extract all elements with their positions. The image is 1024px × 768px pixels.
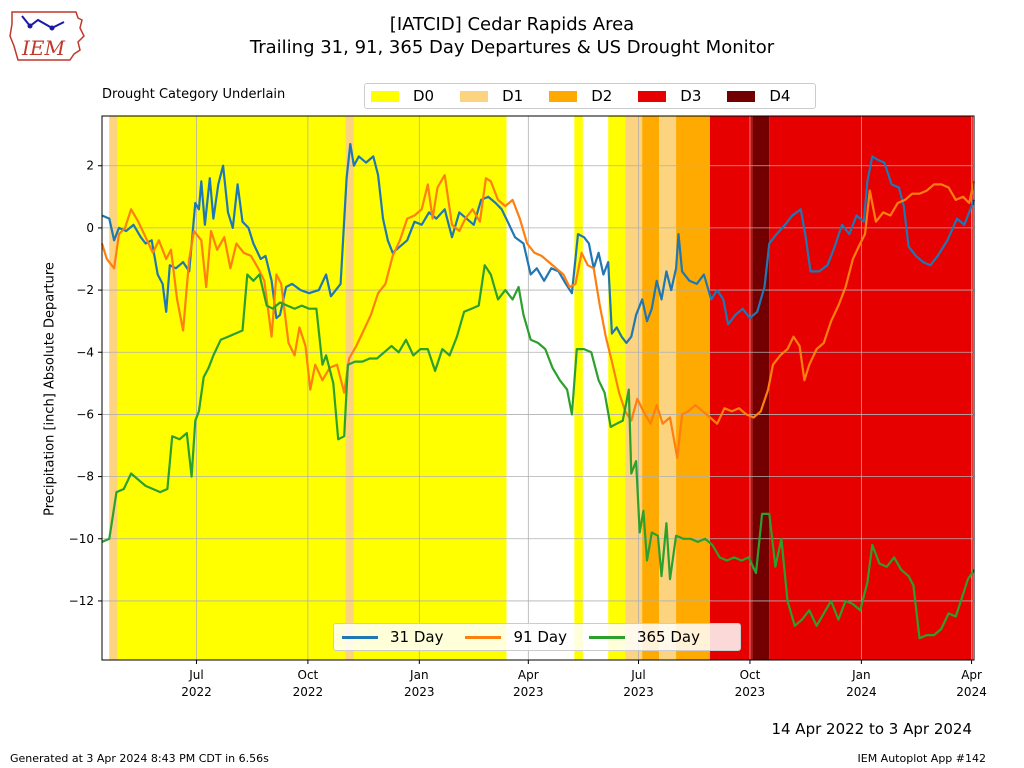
legend-swatch <box>727 90 756 102</box>
series-line-31-day <box>101 142 976 344</box>
drought-note: Drought Category Underlain <box>102 87 286 102</box>
x-tick-month: Jul <box>188 668 203 682</box>
x-tick-month: Jan <box>851 668 871 682</box>
x-tick-year: 2022 <box>181 685 212 699</box>
legend-line-swatch <box>588 635 625 639</box>
series-legend-item: 365 Day <box>588 628 700 646</box>
x-tick-month: Jan <box>409 668 429 682</box>
drought-band-d1 <box>625 116 643 660</box>
drought-band-d0 <box>608 116 626 660</box>
iowa-map-logo-icon <box>9 11 85 61</box>
drought-band-d3 <box>769 116 973 660</box>
iem-logo: IEM <box>8 6 86 62</box>
x-tick-year: 2023 <box>513 685 544 699</box>
y-tick-label: −12 <box>69 594 94 608</box>
legend-label: 31 Day <box>390 628 444 646</box>
legend-swatch <box>638 90 667 102</box>
drought-bands <box>109 116 973 660</box>
series-line-365-day <box>101 264 975 640</box>
chart-title-line2: Trailing 31, 91, 365 Day Departures & US… <box>249 37 775 58</box>
x-tick-year: 2023 <box>404 685 435 699</box>
app-footer: IEM Autoplot App #142 <box>857 752 987 765</box>
drought-legend: D0 D1 D2 D3 D4 <box>364 83 816 109</box>
x-ticks: Jul 2022 Oct 2022 Jan 2023 Apr 2023 Jul 2023 Oct 20… <box>181 660 987 699</box>
drought-legend-item: D4 <box>727 87 802 105</box>
legend-line-swatch <box>465 635 502 639</box>
legend-swatch <box>460 90 489 102</box>
series-legend-item: 91 Day <box>465 628 567 646</box>
y-ticks: 2 0 −2 −4 −6 −8 −10 −12 <box>69 159 102 608</box>
chart-title-line1: [IATCID] Cedar Rapids Area <box>389 14 635 35</box>
x-tick-year: 2023 <box>735 685 766 699</box>
drought-band-d0 <box>574 116 583 660</box>
y-tick-label: −2 <box>76 283 94 297</box>
legend-swatch <box>371 90 399 102</box>
legend-label: D1 <box>502 87 524 105</box>
drought-legend-item: D0 <box>371 87 446 105</box>
x-tick-year: 2024 <box>956 685 987 699</box>
drought-band-d3 <box>709 116 753 660</box>
x-tick-year: 2022 <box>293 685 324 699</box>
x-tick-month: Apr <box>518 668 539 682</box>
legend-swatch <box>549 90 578 102</box>
x-tick-month: Oct <box>740 668 761 682</box>
drought-band-d2 <box>642 116 660 660</box>
x-tick-year: 2023 <box>623 685 654 699</box>
drought-band-d1 <box>345 116 354 660</box>
legend-label: D0 <box>413 87 435 105</box>
drought-band-d0 <box>117 116 346 660</box>
logo-text: IEM <box>22 36 65 60</box>
y-tick-label: −8 <box>76 470 94 484</box>
legend-label: 365 Day <box>636 628 700 646</box>
y-tick-label: 2 <box>86 159 94 173</box>
x-tick-month: Apr <box>961 668 982 682</box>
y-tick-label: −4 <box>76 345 94 359</box>
drought-legend-item: D3 <box>638 87 713 105</box>
series-legend-item: 31 Day <box>342 628 443 646</box>
y-tick-label: 0 <box>86 221 94 235</box>
series-legend: 31 Day 91 Day 365 Day <box>333 623 741 651</box>
y-tick-label: −6 <box>76 407 94 421</box>
drought-legend-item: D1 <box>460 87 535 105</box>
date-range: 14 Apr 2022 to 3 Apr 2024 <box>771 720 972 738</box>
drought-legend-item: D2 <box>549 87 624 105</box>
series-lines <box>100 142 976 640</box>
drought-band-d1 <box>109 116 118 660</box>
y-tick-label: −10 <box>69 532 94 546</box>
legend-line-swatch <box>342 635 378 639</box>
legend-label: 91 Day <box>513 628 567 646</box>
series-line-91-day <box>100 174 976 459</box>
x-tick-year: 2024 <box>846 685 877 699</box>
legend-label: D3 <box>680 87 702 105</box>
drought-band-d4 <box>752 116 770 660</box>
drought-band-d1 <box>659 116 677 660</box>
legend-label: D2 <box>591 87 613 105</box>
generated-footer: Generated at 3 Apr 2024 8:43 PM CDT in 6… <box>10 752 269 765</box>
drought-band-d2 <box>676 116 710 660</box>
plot-frame <box>101 115 975 661</box>
x-tick-month: Jul <box>630 668 645 682</box>
x-tick-month: Oct <box>298 668 319 682</box>
legend-label: D4 <box>769 87 791 105</box>
grid-lines <box>102 116 974 660</box>
